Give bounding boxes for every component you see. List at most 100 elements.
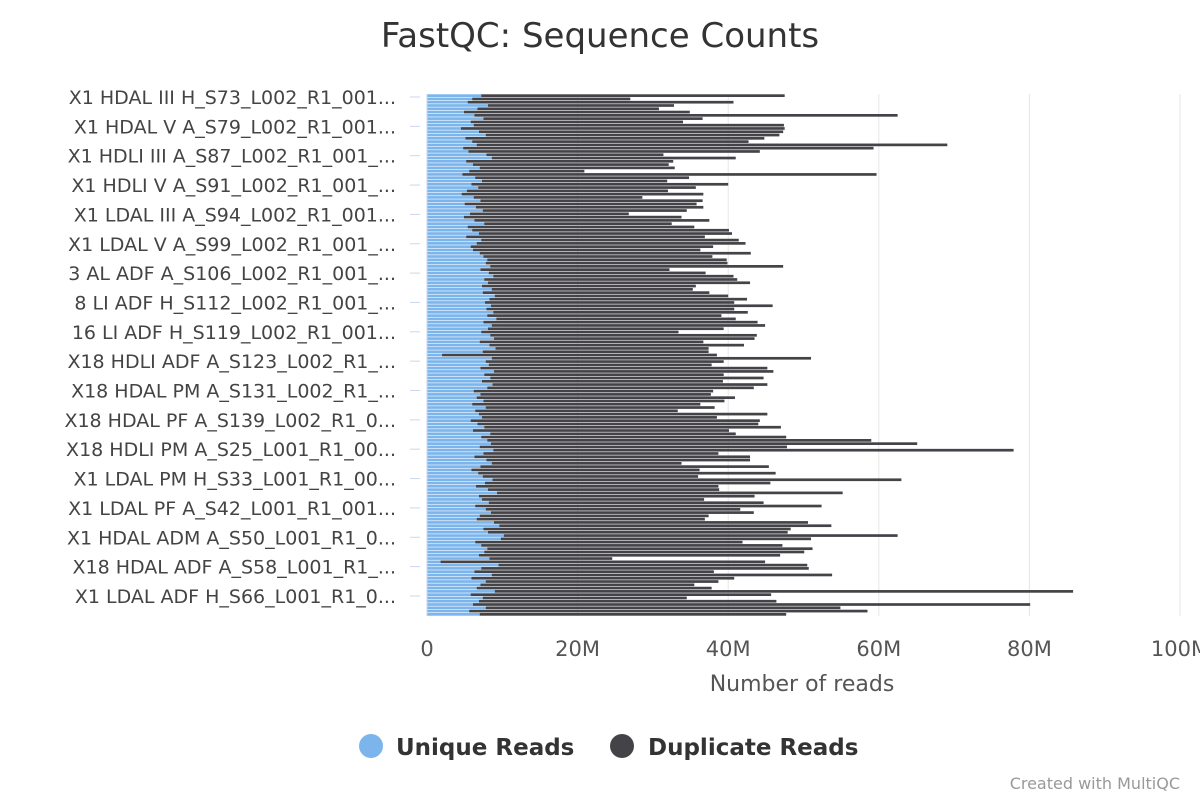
bar-unique-reads[interactable]	[427, 507, 486, 511]
bar-duplicate-reads[interactable]	[482, 475, 699, 478]
bar-unique-reads[interactable]	[427, 481, 485, 485]
bar-unique-reads[interactable]	[427, 189, 467, 193]
bar-unique-reads[interactable]	[427, 173, 463, 176]
bar-unique-reads[interactable]	[427, 314, 488, 317]
bar-duplicate-reads[interactable]	[477, 422, 759, 426]
bar-duplicate-reads[interactable]	[478, 186, 696, 189]
bar-unique-reads[interactable]	[427, 123, 474, 127]
bar-unique-reads[interactable]	[427, 494, 479, 498]
bar-unique-reads[interactable]	[427, 399, 484, 403]
bar-duplicate-reads[interactable]	[483, 117, 703, 120]
bar-unique-reads[interactable]	[427, 320, 484, 324]
bar-duplicate-reads[interactable]	[479, 340, 704, 344]
bar-unique-reads[interactable]	[427, 255, 484, 258]
bar-duplicate-reads[interactable]	[491, 287, 693, 291]
bar-duplicate-reads[interactable]	[479, 445, 787, 449]
bar-duplicate-reads[interactable]	[484, 550, 805, 554]
bar-unique-reads[interactable]	[427, 475, 483, 478]
bar-unique-reads[interactable]	[427, 136, 466, 140]
bar-unique-reads[interactable]	[427, 324, 492, 327]
bar-unique-reads[interactable]	[427, 110, 464, 114]
bar-unique-reads[interactable]	[427, 455, 475, 459]
bar-unique-reads[interactable]	[427, 281, 488, 285]
bar-duplicate-reads[interactable]	[475, 176, 690, 180]
bar-duplicate-reads[interactable]	[480, 465, 769, 468]
bar-duplicate-reads[interactable]	[478, 599, 777, 603]
bar-duplicate-reads[interactable]	[488, 501, 764, 505]
bar-unique-reads[interactable]	[427, 205, 476, 209]
bar-unique-reads[interactable]	[427, 498, 482, 501]
bar-duplicate-reads[interactable]	[491, 304, 773, 308]
bar-duplicate-reads[interactable]	[491, 511, 754, 514]
bar-unique-reads[interactable]	[427, 232, 479, 235]
bar-duplicate-reads[interactable]	[485, 606, 841, 610]
bar-unique-reads[interactable]	[427, 133, 486, 137]
bar-duplicate-reads[interactable]	[490, 333, 757, 337]
bar-duplicate-reads[interactable]	[464, 202, 697, 206]
bar-duplicate-reads[interactable]	[481, 435, 787, 439]
bar-duplicate-reads[interactable]	[466, 235, 705, 239]
bar-unique-reads[interactable]	[427, 343, 490, 347]
bar-duplicate-reads[interactable]	[470, 419, 760, 423]
bar-duplicate-reads[interactable]	[481, 179, 668, 183]
bar-duplicate-reads[interactable]	[493, 310, 748, 314]
bar-duplicate-reads[interactable]	[476, 586, 712, 590]
bar-duplicate-reads[interactable]	[473, 123, 784, 127]
bar-unique-reads[interactable]	[427, 583, 481, 587]
bar-unique-reads[interactable]	[427, 97, 473, 101]
bar-unique-reads[interactable]	[427, 468, 472, 472]
bar-unique-reads[interactable]	[427, 166, 480, 170]
bar-unique-reads[interactable]	[427, 560, 441, 564]
bar-duplicate-reads[interactable]	[483, 399, 725, 403]
bar-duplicate-reads[interactable]	[463, 215, 682, 219]
bar-unique-reads[interactable]	[427, 340, 480, 344]
bar-unique-reads[interactable]	[427, 301, 485, 304]
bar-duplicate-reads[interactable]	[485, 133, 780, 137]
bar-duplicate-reads[interactable]	[479, 251, 751, 255]
bar-duplicate-reads[interactable]	[491, 324, 766, 327]
bar-duplicate-reads[interactable]	[482, 209, 687, 212]
bar-unique-reads[interactable]	[427, 261, 486, 265]
bar-duplicate-reads[interactable]	[484, 481, 771, 485]
bar-unique-reads[interactable]	[427, 215, 464, 219]
bar-unique-reads[interactable]	[427, 251, 480, 255]
bar-duplicate-reads[interactable]	[460, 127, 785, 130]
bar-duplicate-reads[interactable]	[487, 258, 727, 262]
bar-unique-reads[interactable]	[427, 563, 499, 567]
bar-duplicate-reads[interactable]	[469, 212, 629, 216]
bar-unique-reads[interactable]	[427, 297, 490, 301]
bar-unique-reads[interactable]	[427, 402, 473, 406]
bar-unique-reads[interactable]	[427, 146, 464, 150]
bar-unique-reads[interactable]	[427, 179, 482, 183]
bar-duplicate-reads[interactable]	[481, 544, 783, 547]
bar-duplicate-reads[interactable]	[486, 153, 664, 157]
bar-unique-reads[interactable]	[427, 461, 492, 465]
bar-duplicate-reads[interactable]	[483, 527, 791, 531]
bar-duplicate-reads[interactable]	[503, 534, 898, 537]
bar-unique-reads[interactable]	[427, 222, 485, 226]
bar-unique-reads[interactable]	[427, 169, 470, 173]
bar-duplicate-reads[interactable]	[472, 228, 729, 232]
bar-unique-reads[interactable]	[427, 159, 467, 163]
bar-duplicate-reads[interactable]	[482, 596, 687, 600]
bar-unique-reads[interactable]	[427, 307, 487, 311]
bar-unique-reads[interactable]	[427, 484, 476, 488]
bar-duplicate-reads[interactable]	[477, 107, 659, 111]
bar-duplicate-reads[interactable]	[476, 143, 948, 147]
bar-duplicate-reads[interactable]	[480, 268, 670, 271]
bar-unique-reads[interactable]	[427, 291, 483, 294]
bar-unique-reads[interactable]	[427, 416, 482, 419]
bar-unique-reads[interactable]	[427, 363, 489, 367]
bar-unique-reads[interactable]	[427, 458, 487, 462]
bar-unique-reads[interactable]	[427, 156, 492, 160]
bar-duplicate-reads[interactable]	[472, 429, 729, 432]
bar-unique-reads[interactable]	[427, 567, 482, 570]
bar-duplicate-reads[interactable]	[487, 439, 872, 442]
bar-unique-reads[interactable]	[427, 370, 495, 373]
bar-unique-reads[interactable]	[427, 396, 477, 400]
bar-unique-reads[interactable]	[427, 192, 462, 196]
bar-unique-reads[interactable]	[427, 452, 484, 455]
legend-label[interactable]: Unique Reads	[396, 735, 574, 761]
bar-unique-reads[interactable]	[427, 100, 468, 104]
bar-unique-reads[interactable]	[427, 389, 474, 393]
